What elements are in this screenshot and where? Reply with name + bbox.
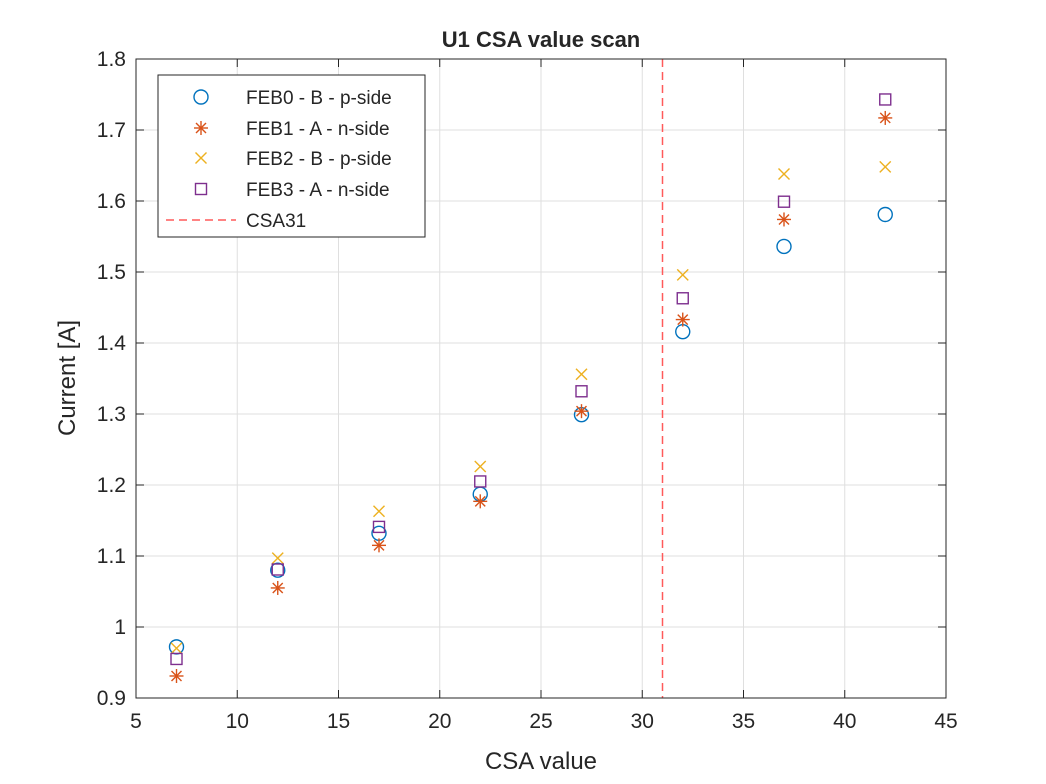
marker-cross-b [676,268,689,281]
y-tick-label: 1.4 [97,332,127,355]
data-point-series-1 [270,580,285,595]
marker-circle [193,89,209,105]
x-tick-label: 45 [934,710,957,733]
y-tick-label: 1.6 [97,190,126,213]
data-point-series-3 [271,563,284,576]
data-point-series-2 [575,368,588,381]
y-tick-label: 0.9 [97,687,126,710]
chart-title: U1 CSA value scan [442,27,641,52]
data-point-series-2 [474,460,487,473]
grid [136,59,946,698]
data-point-series-2 [373,505,385,518]
legend-label-series-2: FEB2 - B - p-side [246,149,392,170]
marker-square [676,292,689,305]
marker-square [372,520,386,534]
marker-square [170,652,183,666]
data-point-series-1 [372,538,386,553]
data-point-series-2 [879,160,892,173]
marker-ast-d2 [879,112,891,124]
data-point-series-3 [575,385,588,398]
data-point-series-3 [676,292,689,305]
legend-label-series-1: FEB1 - A - n-side [246,119,390,140]
marker-cross-b [170,642,183,655]
data-point-series-1 [675,312,690,327]
marker-ast-d2 [373,539,385,551]
legend-marker-series-3 [194,182,208,196]
x-tick-label: 5 [130,710,142,733]
x-tick-label: 35 [732,710,755,733]
marker-square [194,182,208,196]
data-point-series-0 [776,238,792,255]
marker-square [575,385,588,398]
marker-cross-b [195,152,207,164]
data-markers [168,93,893,683]
y-tick-label: 1.7 [97,119,126,142]
y-tick-label: 1.1 [97,545,126,568]
legend-marker-series-0 [193,89,209,105]
data-point-series-3 [474,475,487,488]
x-axis-label: CSA value [485,748,597,775]
data-point-series-1 [169,668,184,683]
legend-marker-series-2 [195,152,207,164]
data-point-series-2 [778,168,790,181]
marker-ast-d2 [195,122,207,134]
legend-label-series-3: FEB3 - A - n-side [246,180,390,201]
y-tick-label: 1.5 [97,261,126,284]
x-tick-label: 40 [833,710,856,733]
marker-square [777,195,791,208]
marker-ast-d2 [474,495,486,507]
marker-circle [776,238,792,255]
marker-square [879,93,892,106]
data-point-series-0 [270,562,286,578]
data-point-series-1 [777,212,791,227]
ticks: 5 10 15 20 25 30 35 40 45 0.9 1 1.1 1.2 1.3 1.4 1.5 1.6 1… [97,48,958,733]
y-tick-label: 1.2 [97,474,126,497]
data-point-series-3 [170,652,183,666]
marker-square [271,563,284,576]
x-tick-label: 30 [631,710,654,733]
data-point-series-1 [574,404,589,419]
marker-cross-b [373,505,385,518]
marker-ast-d2 [576,405,587,417]
x-tick-label: 15 [327,710,350,733]
data-point-series-1 [473,494,488,509]
data-point-series-1 [878,110,893,125]
marker-ast-d2 [778,213,790,225]
y-tick-label: 1.8 [97,48,126,71]
marker-cross-b [879,160,892,173]
y-tick-label: 1.3 [97,403,126,426]
x-tick-label: 10 [226,710,249,733]
data-point-series-3 [879,93,892,106]
x-tick-label: 25 [529,710,552,733]
marker-cross-b [474,460,487,473]
data-point-series-2 [271,552,284,565]
data-point-series-3 [777,195,791,208]
marker-square [474,475,487,488]
y-axis-label: Current [A] [54,320,81,436]
legend-label-series-0: FEB0 - B - p-side [246,88,392,109]
legend-marker-series-1 [194,121,208,135]
data-point-series-0 [877,206,893,223]
x-tick-label: 20 [428,710,451,733]
marker-circle [877,206,893,223]
y-tick-label: 1 [114,616,126,639]
marker-cross-b [271,552,284,565]
legend: FEB0 - B - p-side FEB1 - A - n-side FEB2 -… [157,74,426,238]
data-point-series-3 [372,520,386,534]
legend-label-reference-line: CSA31 [246,211,306,232]
data-point-series-2 [170,642,183,655]
marker-cross-b [575,368,588,381]
marker-ast-d2 [272,582,284,594]
data-point-series-2 [676,268,689,281]
marker-ast-d2 [677,314,689,326]
marker-ast-d2 [171,670,182,682]
marker-circle [270,562,286,578]
marker-cross-b [778,168,790,181]
